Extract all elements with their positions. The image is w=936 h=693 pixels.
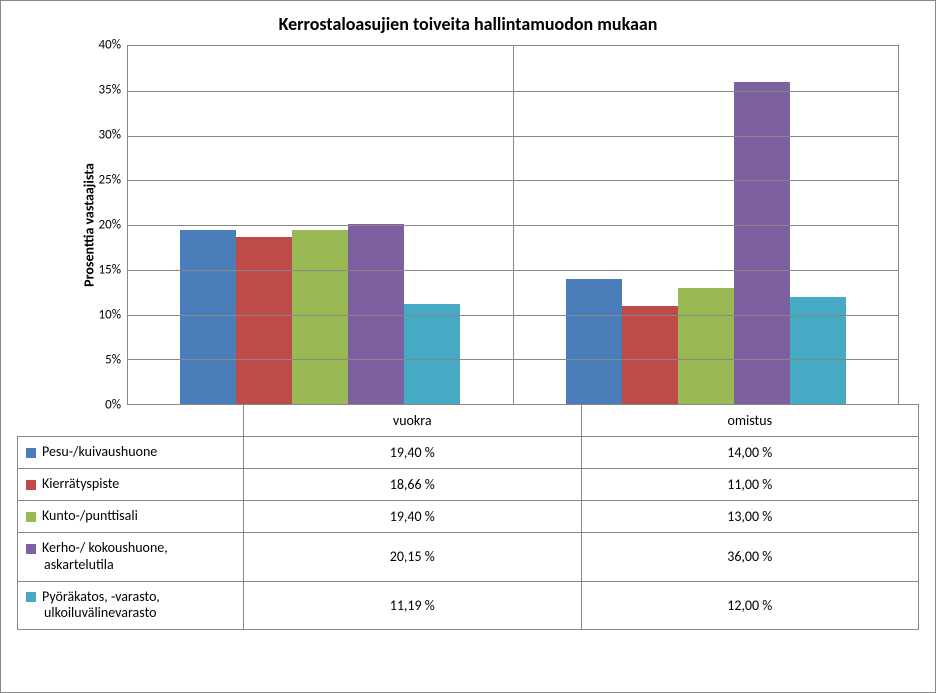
series-label-cell: Kunto-/punttisali xyxy=(18,501,244,533)
table-row: Kierrätyspiste 18,66 %11,00 % xyxy=(18,469,919,501)
series-label-cell: Pesu-/kuivaushuone xyxy=(18,437,244,469)
category-header-cell: vuokra xyxy=(244,405,582,437)
category-header-cell: omistus xyxy=(581,405,919,437)
legend-swatch xyxy=(26,480,36,490)
table-row: Kunto-/punttisali 19,40 %13,00 % xyxy=(18,501,919,533)
series-label: Pesu-/kuivaushuone xyxy=(42,443,157,460)
y-tick-label: 15% xyxy=(93,263,121,278)
value-cell: 12,00 % xyxy=(581,581,919,630)
bar xyxy=(566,279,622,404)
legend-swatch xyxy=(26,592,36,602)
y-tick-label: 35% xyxy=(93,83,121,98)
y-tick-label: 40% xyxy=(93,38,121,53)
series-label: Kerho-/ kokoushuone, askartelutila xyxy=(42,539,168,573)
legend-swatch xyxy=(26,448,36,458)
table-row: vuokraomistus xyxy=(18,405,919,437)
value-cell: 20,15 % xyxy=(244,533,582,582)
grid-line xyxy=(128,225,898,226)
y-tick-label: 0% xyxy=(93,398,121,413)
bar xyxy=(734,82,790,404)
value-cell: 13,00 % xyxy=(581,501,919,533)
value-cell: 14,00 % xyxy=(581,437,919,469)
grid-line xyxy=(128,91,898,92)
grid-line xyxy=(128,136,898,137)
grid-line xyxy=(128,315,898,316)
series-label-cell: Pyöräkatos, -varasto, ulkoiluvälinevaras… xyxy=(18,581,244,630)
table-row: Pyöräkatos, -varasto, ulkoiluvälinevaras… xyxy=(18,581,919,630)
grid-line xyxy=(128,270,898,271)
bar xyxy=(622,306,678,404)
series-label: Kierrätyspiste xyxy=(42,475,119,492)
value-cell: 11,00 % xyxy=(581,469,919,501)
data-table: vuokraomistusPesu-/kuivaushuone19,40 %14… xyxy=(17,404,919,630)
bar xyxy=(292,230,348,404)
bar xyxy=(790,297,846,404)
table-row: Kerho-/ kokoushuone, askartelutila 20,15 … xyxy=(18,533,919,582)
y-tick-label: 20% xyxy=(93,218,121,233)
series-label: Kunto-/punttisali xyxy=(42,507,138,524)
value-cell: 18,66 % xyxy=(244,469,582,501)
data-table-body: vuokraomistusPesu-/kuivaushuone19,40 %14… xyxy=(18,405,919,630)
y-tick-label: 5% xyxy=(93,353,121,368)
grid-line xyxy=(128,180,898,181)
legend-swatch xyxy=(26,544,36,554)
value-cell: 36,00 % xyxy=(581,533,919,582)
series-label-cell: Kierrätyspiste xyxy=(18,469,244,501)
value-cell: 19,40 % xyxy=(244,501,582,533)
series-label-cell: Kerho-/ kokoushuone, askartelutila xyxy=(18,533,244,582)
table-row: Pesu-/kuivaushuone 19,40 %14,00 % xyxy=(18,437,919,469)
grid-line xyxy=(128,359,898,360)
chart-container: Kerrostaloasujien toiveita hallintamuodo… xyxy=(0,0,936,693)
value-cell: 19,40 % xyxy=(244,437,582,469)
value-cell: 11,19 % xyxy=(244,581,582,630)
bar xyxy=(678,288,734,404)
y-tick-label: 30% xyxy=(93,128,121,143)
chart-title: Kerrostaloasujien toiveita hallintamuodo… xyxy=(17,13,919,35)
bar xyxy=(236,237,292,404)
bar xyxy=(404,304,460,404)
bar xyxy=(180,230,236,404)
corner-blank xyxy=(18,405,244,437)
chart-plot-wrap: Prosenttia vastaajista vuokraomistus 0%5… xyxy=(97,45,899,405)
legend-swatch xyxy=(26,512,36,522)
series-label: Pyöräkatos, -varasto, ulkoiluvälinevaras… xyxy=(42,588,160,622)
y-tick-label: 10% xyxy=(93,308,121,323)
y-tick-label: 25% xyxy=(93,173,121,188)
plot-area xyxy=(127,45,899,405)
